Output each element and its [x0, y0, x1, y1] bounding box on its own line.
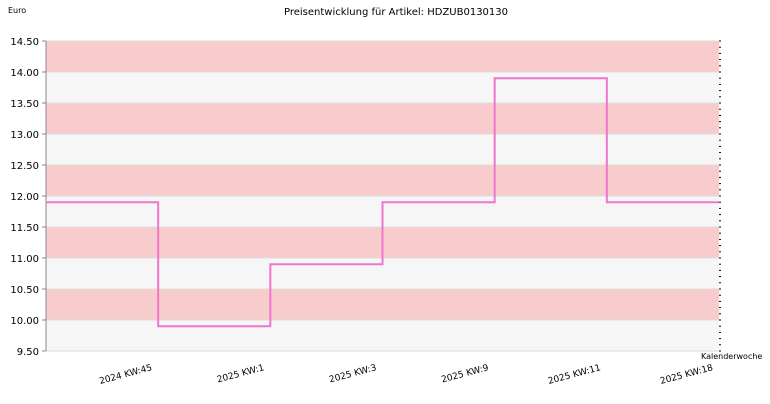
plot-band — [46, 289, 719, 320]
axes — [42, 40, 721, 352]
y-axis-title: Euro — [8, 6, 26, 15]
x-tick-label: 2025 KW:1 — [216, 363, 265, 385]
y-tick-label: 12.00 — [10, 192, 39, 203]
y-tick-label: 12.50 — [10, 161, 39, 172]
x-tick-label: 2025 KW:3 — [328, 363, 377, 385]
y-tick-label: 13.50 — [10, 99, 39, 110]
y-tick-label: 13.00 — [10, 130, 39, 141]
y-tick-label: 10.50 — [10, 285, 39, 296]
plot-band — [46, 72, 719, 103]
plot-band — [46, 41, 719, 72]
plot-band — [46, 134, 719, 165]
x-tick-label: 2025 KW:18 — [659, 363, 714, 387]
price-step-line — [46, 77, 719, 328]
x-tick-label: 2024 KW:45 — [98, 363, 153, 387]
y-tick-label: 14.50 — [10, 37, 39, 48]
y-tick-labels: 9.50 10.00 10.50 11.00 11.50 12.00 12.50 13.00 1… — [10, 37, 39, 358]
plot-band — [46, 320, 719, 351]
x-axis-title: Kalenderwoche — [701, 352, 762, 361]
plot-band — [46, 103, 719, 134]
chart-title: Preisentwicklung für Artikel: HDZUB01301… — [284, 7, 508, 18]
y-tick-label: 14.00 — [10, 68, 39, 79]
series-layer — [46, 77, 719, 328]
y-tick-label: 11.50 — [10, 223, 39, 234]
y-tick-label: 10.00 — [10, 316, 39, 327]
plot-band — [46, 165, 719, 196]
y-tick-label: 9.50 — [17, 347, 39, 358]
x-tick-labels: 2024 KW:45 2025 KW:1 2025 KW:3 2025 KW:9 202… — [98, 363, 714, 387]
x-tick-label: 2025 KW:9 — [440, 363, 490, 385]
y-tick-label: 11.00 — [10, 254, 39, 265]
x-tick-label: 2025 KW:11 — [547, 363, 602, 387]
